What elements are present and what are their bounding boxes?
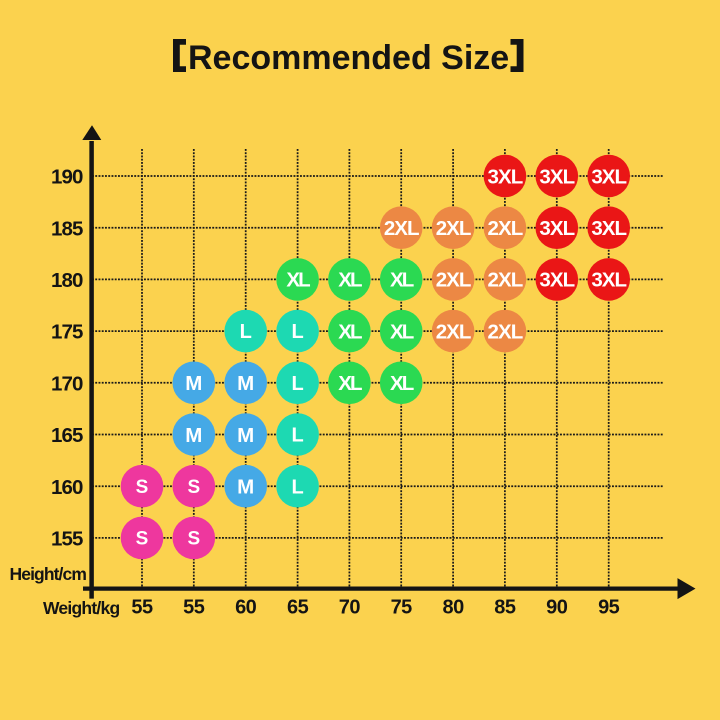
svg-text:XL: XL xyxy=(338,372,362,395)
svg-text:S: S xyxy=(136,477,149,498)
svg-text:175: 175 xyxy=(51,321,83,344)
svg-text:90: 90 xyxy=(546,596,568,618)
svg-text:185: 185 xyxy=(51,217,83,240)
svg-text:S: S xyxy=(187,477,200,498)
svg-text:Weight/kg: Weight/kg xyxy=(43,598,119,618)
svg-text:3XL: 3XL xyxy=(591,165,626,188)
svg-text:S: S xyxy=(187,529,200,550)
svg-text:170: 170 xyxy=(51,372,83,395)
svg-text:2XL: 2XL xyxy=(384,217,419,240)
svg-text:3XL: 3XL xyxy=(591,269,626,292)
svg-text:2XL: 2XL xyxy=(488,269,523,292)
svg-text:160: 160 xyxy=(51,476,83,499)
svg-text:55: 55 xyxy=(183,596,205,618)
svg-text:165: 165 xyxy=(51,424,83,447)
svg-text:95: 95 xyxy=(598,596,620,618)
svg-text:L: L xyxy=(240,321,252,343)
svg-text:155: 155 xyxy=(51,528,83,551)
svg-text:L: L xyxy=(291,373,303,395)
svg-text:Recommended Size: Recommended Size xyxy=(188,39,509,77)
svg-text:2XL: 2XL xyxy=(488,320,523,343)
svg-text:XL: XL xyxy=(338,320,362,343)
svg-text:85: 85 xyxy=(494,596,516,618)
svg-text:75: 75 xyxy=(391,596,413,618)
svg-text:65: 65 xyxy=(287,596,309,618)
svg-text:XL: XL xyxy=(338,269,362,292)
svg-text:Height/cm: Height/cm xyxy=(10,564,87,584)
svg-text:2XL: 2XL xyxy=(488,217,523,240)
svg-text:XL: XL xyxy=(390,269,414,292)
svg-text:M: M xyxy=(237,476,254,499)
svg-text:60: 60 xyxy=(235,596,257,618)
svg-text:180: 180 xyxy=(51,269,83,292)
svg-text:55: 55 xyxy=(131,596,153,618)
svg-text:M: M xyxy=(185,372,202,395)
svg-text:2XL: 2XL xyxy=(436,320,471,343)
svg-text:190: 190 xyxy=(51,166,83,189)
svg-text:3XL: 3XL xyxy=(539,217,574,240)
svg-text:S: S xyxy=(136,529,149,550)
svg-text:2XL: 2XL xyxy=(436,217,471,240)
svg-text:XL: XL xyxy=(390,372,414,395)
svg-text:M: M xyxy=(237,372,254,395)
svg-text:3XL: 3XL xyxy=(488,165,523,188)
svg-text:M: M xyxy=(185,424,202,447)
svg-text:L: L xyxy=(291,321,303,343)
svg-text:XL: XL xyxy=(390,320,414,343)
svg-text:2XL: 2XL xyxy=(436,269,471,292)
svg-text:3XL: 3XL xyxy=(539,269,574,292)
svg-text:L: L xyxy=(291,476,303,498)
svg-text:M: M xyxy=(237,424,254,447)
svg-text:70: 70 xyxy=(339,596,361,618)
svg-text:XL: XL xyxy=(286,269,310,292)
svg-text:3XL: 3XL xyxy=(539,165,574,188)
svg-text:80: 80 xyxy=(442,596,464,618)
svg-text:3XL: 3XL xyxy=(591,217,626,240)
svg-text:L: L xyxy=(291,425,303,447)
